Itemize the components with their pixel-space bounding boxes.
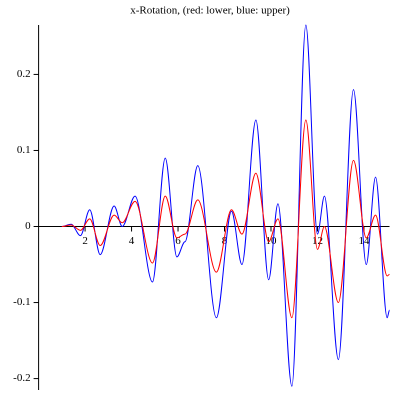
y-tick-label: -0.2 [13, 372, 30, 384]
x-tick-label: 12 [312, 235, 323, 247]
chart-title: x-Rotation, (red: lower, blue: upper) [130, 5, 290, 17]
x-tick-label: 2 [82, 235, 88, 247]
line-series [61, 24, 390, 387]
x-tick-label: 14 [358, 235, 370, 247]
y-tick-label: -0.1 [13, 296, 30, 308]
x-tick-label: 4 [129, 235, 135, 247]
x-tick-label: 10 [265, 235, 277, 247]
y-tick-label: 0.1 [17, 144, 31, 156]
x-tick-label: 6 [175, 235, 181, 247]
y-tick-label: 0.2 [17, 68, 31, 80]
x-tick-label: 8 [222, 235, 228, 247]
y-tick-label: 0 [25, 220, 31, 232]
line-series [61, 119, 390, 319]
